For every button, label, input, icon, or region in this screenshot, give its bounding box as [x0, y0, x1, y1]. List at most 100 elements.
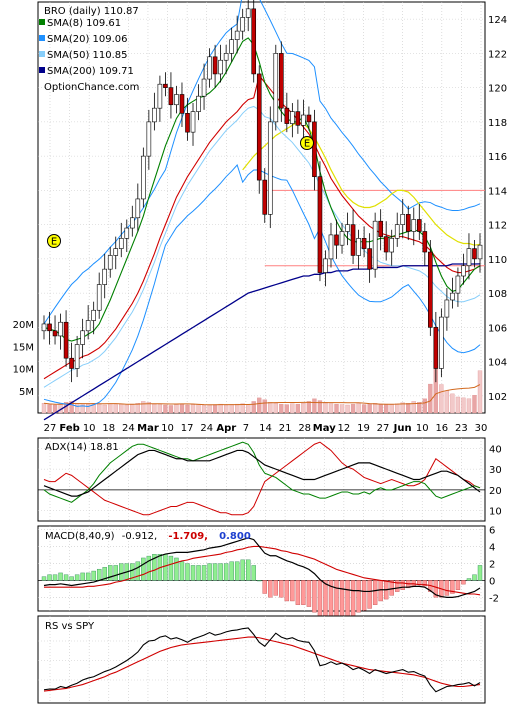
candle-body [466, 248, 472, 267]
sma50-line [242, 121, 481, 246]
volume-bar [306, 401, 312, 414]
legend-entry: SMA(200) 109.71 [47, 66, 134, 77]
macd-histogram-bar [234, 561, 240, 581]
volume-bar [384, 403, 389, 414]
volume-bar [179, 403, 185, 414]
volume-bar [361, 404, 367, 414]
plus-di-line [43, 441, 481, 503]
macd-histogram-bar [58, 572, 63, 581]
candle-body [118, 238, 124, 249]
macd-histogram-bar [141, 557, 146, 581]
candle-body [345, 224, 350, 232]
price-tick-label: 118 [488, 118, 507, 129]
date-tick-label: 24 [200, 423, 213, 434]
adx-tick-label: 20 [489, 486, 502, 497]
price-tick-label: 114 [488, 186, 507, 197]
macd-histogram-bar [295, 580, 301, 605]
macd-title-signal: -1.709, [168, 531, 208, 542]
date-tick-label: Apr [216, 423, 236, 434]
macd-histogram-bar [317, 580, 323, 620]
macd-histogram-bar [350, 580, 356, 617]
volume-bar [235, 403, 240, 414]
macd-histogram-bar [229, 561, 234, 581]
macd-histogram-bar [185, 563, 190, 581]
candle-body [91, 309, 96, 321]
candle-body [367, 248, 372, 270]
volume-axis: 5M 10M 15M 20M [13, 320, 34, 398]
macd-histogram-bar [223, 563, 229, 581]
candle-body [455, 275, 461, 294]
macd-histogram-bar [163, 554, 168, 581]
candle-body [201, 78, 207, 97]
volume-bar [295, 403, 301, 414]
volume-bar [317, 400, 323, 414]
candle-body [96, 284, 102, 311]
candle-body [179, 94, 185, 114]
macd-histogram-bar [201, 565, 207, 581]
macd-signal-line [44, 545, 481, 596]
adx-tick-label: 40 [489, 444, 502, 455]
macd-histogram-bar [52, 574, 58, 581]
date-tick-label: 28 [298, 423, 311, 434]
minus-di-line [43, 441, 481, 516]
macd-histogram-bar [361, 580, 367, 611]
volume-bar [119, 403, 124, 414]
candlesticks [41, 0, 483, 383]
sma200-line [43, 263, 481, 421]
date-tick-label: Jun [393, 423, 412, 434]
rs-average-line [43, 636, 481, 692]
date-tick-label: Mar [137, 423, 159, 434]
volume-bar [157, 404, 163, 414]
macd-histogram-bar [212, 563, 218, 581]
candle-body [174, 94, 179, 106]
volume-bar [174, 404, 179, 414]
chart-legend: BRO (daily) 110.87 SMA(8) 109.61 SMA(20) … [39, 6, 139, 93]
volume-bar [345, 404, 350, 414]
date-tick-label: 19 [357, 423, 370, 434]
volume-bar [223, 404, 229, 414]
macd-histogram-bar [306, 580, 312, 607]
macd-histogram-bar [367, 580, 372, 609]
volume-bar [152, 403, 157, 414]
candle-body [439, 316, 444, 369]
candle-body [323, 258, 328, 273]
price-tick-label: 112 [488, 221, 507, 232]
date-tick-label: 27 [377, 423, 390, 434]
macd-panel: -2 0 2 4 6 MACD(8,40,9) -0.912, -1.709, 0.80… [37, 525, 499, 624]
volume-bar [196, 403, 201, 414]
price-tick-label: 120 [488, 84, 507, 95]
macd-histogram-bar [444, 580, 450, 596]
candle-body [80, 330, 85, 345]
macd-tick-label: 0 [489, 576, 495, 587]
candle-body [328, 234, 334, 260]
earnings-markers: EE [47, 136, 314, 248]
macd-histogram-bar [472, 574, 477, 581]
macd-histogram-bar [207, 563, 212, 581]
candle-body [234, 30, 240, 40]
bollinger-lower-line [43, 164, 481, 407]
macd-histogram-bar [135, 561, 141, 581]
volume-bar [328, 403, 334, 414]
volume-bar [367, 403, 372, 414]
macd-histogram-bar [113, 565, 118, 581]
volume-bar [69, 401, 74, 414]
price-grid [38, 2, 485, 413]
macd-histogram-bar [433, 580, 439, 598]
macd-histogram-bar [262, 580, 267, 594]
volume-bar [218, 403, 223, 414]
macd-histogram-bar [41, 576, 47, 581]
macd-histogram-bar [96, 568, 102, 581]
macd-histogram-bar [91, 570, 96, 581]
volume-bar [130, 404, 135, 414]
volume-bar [229, 404, 234, 414]
candle-body [450, 292, 455, 301]
candle-body [245, 8, 251, 18]
macd-histogram-bar [257, 580, 262, 582]
volume-bar [461, 397, 466, 414]
candle-body [223, 53, 229, 61]
macd-histogram-bar [168, 555, 174, 581]
macd-histogram-bar [240, 559, 245, 581]
volume-bar [439, 384, 444, 414]
candle-body [58, 321, 63, 337]
volume-bar [86, 403, 91, 414]
